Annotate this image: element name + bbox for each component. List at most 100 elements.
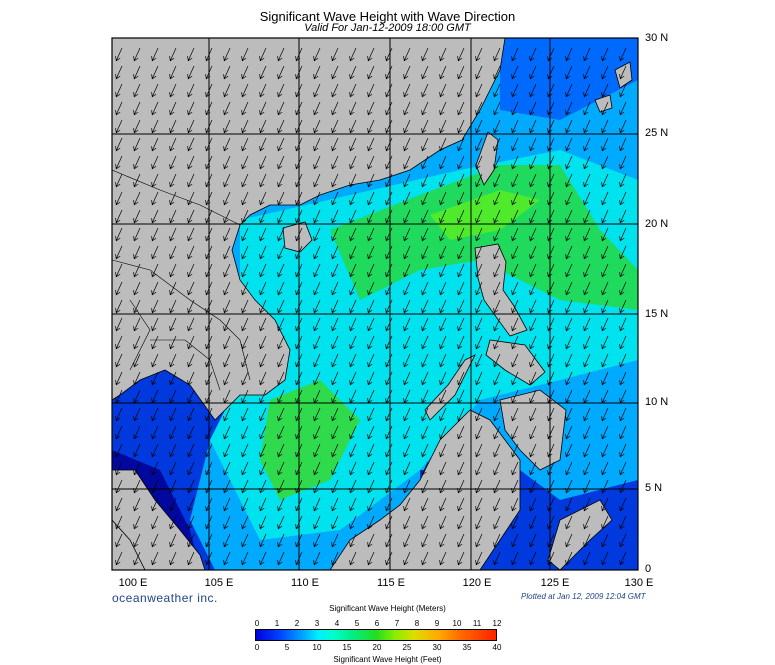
wave-arrow <box>439 173 447 188</box>
wave-arrow <box>169 407 177 422</box>
wave-arrow <box>421 155 429 170</box>
wave-arrow <box>241 227 249 242</box>
wave-arrow <box>331 515 339 530</box>
wave-arrow <box>367 65 375 80</box>
wave-arrow <box>421 65 429 80</box>
wave-arrow <box>187 101 195 116</box>
wave-arrow <box>277 173 285 188</box>
wave-arrow <box>133 335 141 350</box>
wave-arrow <box>223 83 231 98</box>
wave-arrow <box>475 461 483 476</box>
wave-arrow <box>277 191 285 206</box>
colorbar-feet-tick: 25 <box>402 643 412 652</box>
wave-arrow <box>565 533 573 548</box>
wave-arrow <box>529 155 537 170</box>
wave-arrow <box>187 119 195 134</box>
wave-arrow <box>421 119 429 134</box>
colorbar-feet-tick: 10 <box>312 643 322 652</box>
wave-arrow <box>205 533 213 548</box>
wave-arrow <box>349 443 357 458</box>
wave-arrow <box>151 407 159 422</box>
wave-arrow <box>169 371 177 386</box>
wave-arrow <box>133 515 141 530</box>
wave-arrow <box>133 137 141 152</box>
wave-arrow <box>547 443 555 458</box>
wave-arrow <box>421 245 429 260</box>
wave-arrow <box>547 299 555 314</box>
wave-arrow <box>151 137 159 152</box>
wave-arrow <box>169 191 177 206</box>
wave-arrow <box>367 119 375 134</box>
palawan <box>424 354 476 421</box>
wave-arrow <box>601 443 609 458</box>
wave-arrow <box>583 515 591 530</box>
wave-arrow <box>187 317 195 332</box>
wave-arrow <box>187 83 195 98</box>
wave-arrow <box>115 101 123 116</box>
wave-arrow <box>457 371 465 386</box>
wave-arrow <box>205 83 213 98</box>
wave-arrow <box>205 101 213 116</box>
colorbar-title-meters: Significant Wave Height (Meters) <box>329 604 446 613</box>
wave-arrow <box>223 137 231 152</box>
colorbar-feet-tick: 0 <box>254 643 260 652</box>
wave-arrow <box>205 551 213 566</box>
wave-arrow <box>151 245 159 260</box>
wave-arrow <box>223 479 231 494</box>
wave-arrow <box>187 173 195 188</box>
wave-arrow <box>601 137 609 152</box>
wave-arrow <box>205 209 213 224</box>
lon-label-105e: 105 E <box>204 577 234 589</box>
wave-arrow <box>547 515 555 530</box>
wave-arrow <box>115 173 123 188</box>
wave-arrow <box>619 263 627 278</box>
wave-arrow <box>493 335 501 350</box>
wave-arrow <box>403 173 411 188</box>
wave-arrow <box>151 389 159 404</box>
wave-arrow <box>421 461 429 476</box>
wave-arrow <box>493 245 501 260</box>
lon-label-125e: 125 E <box>540 577 570 589</box>
wave-arrow <box>529 281 537 296</box>
lat-label-0: 0 <box>645 563 652 575</box>
wave-arrow <box>601 155 609 170</box>
wave-arrow <box>529 551 537 566</box>
wave-arrow <box>331 353 339 368</box>
wave-arrow <box>619 479 627 494</box>
wave-arrow <box>601 209 609 224</box>
wave-arrow <box>367 389 375 404</box>
wave-arrow <box>493 443 501 458</box>
wave-arrow <box>295 191 303 206</box>
wave-arrow <box>601 407 609 422</box>
wave-arrow <box>349 119 357 134</box>
wave-arrow <box>277 101 285 116</box>
wave-arrow <box>565 353 573 368</box>
wave-arrow <box>187 281 195 296</box>
wave-arrow <box>349 371 357 386</box>
wave-arrow <box>601 263 609 278</box>
wave-arrow <box>133 353 141 368</box>
wave-arrow <box>331 497 339 512</box>
wave-arrow <box>259 479 267 494</box>
wave-arrow <box>277 317 285 332</box>
wave-arrow <box>331 263 339 278</box>
map-subtitle: Valid For Jan-12-2009 18:00 GMT <box>304 22 471 34</box>
wave-arrow <box>493 389 501 404</box>
wave-arrow <box>547 173 555 188</box>
wave-arrow <box>565 515 573 530</box>
wave-arrow <box>565 371 573 386</box>
wave-arrow <box>331 65 339 80</box>
wave-arrow <box>565 155 573 170</box>
wave-arrow <box>529 371 537 386</box>
wave-arrow <box>403 227 411 242</box>
wave-arrow <box>565 389 573 404</box>
wave-arrow <box>385 407 393 422</box>
wave-arrow <box>493 119 501 134</box>
wave-arrow <box>151 281 159 296</box>
wave-arrow <box>601 497 609 512</box>
wave-arrow <box>169 353 177 368</box>
wave-arrow <box>241 407 249 422</box>
wave-arrow <box>187 263 195 278</box>
wave-arrow <box>313 353 321 368</box>
wave-arrow <box>187 533 195 548</box>
